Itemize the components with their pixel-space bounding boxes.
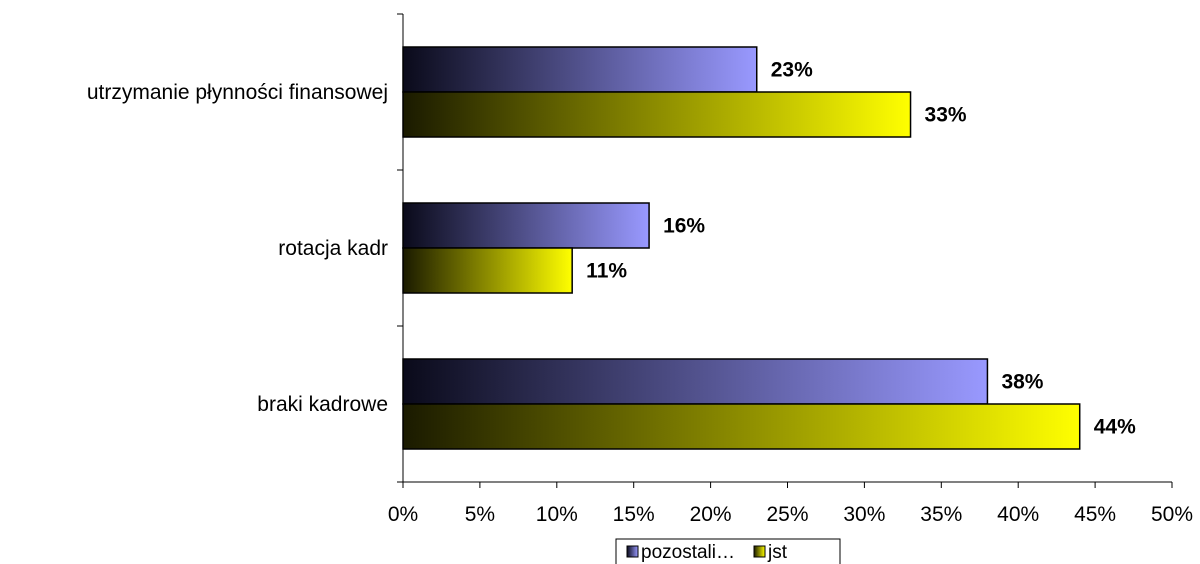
x-tick-label: 45% (1074, 503, 1116, 526)
labels-layer: 23% 33% utrzymanie płynności finansowej 16%… (87, 59, 1193, 527)
bar-pozostali-0 (402, 46, 758, 93)
bar-jst-2 (402, 403, 1081, 450)
legend-swatch-jst (753, 545, 766, 558)
x-tick-label: 5% (465, 503, 495, 526)
x-tick-label: 10% (536, 503, 578, 526)
axes-layer (397, 13, 1173, 488)
category-label: rotacja kadr (278, 237, 388, 260)
legend-label-pozostali: pozostali… (641, 542, 735, 563)
data-label: 44% (1094, 416, 1136, 439)
x-tick-label: 15% (613, 503, 655, 526)
legend-label-jst: jst (767, 542, 788, 563)
bar-pozostali-1 (402, 202, 650, 249)
bar-jst-0 (402, 91, 912, 138)
bar-pozostali-2 (402, 358, 989, 405)
x-tick-label: 30% (843, 503, 885, 526)
x-tick-label: 35% (920, 503, 962, 526)
data-label: 16% (663, 215, 705, 238)
bar-jst-1 (402, 247, 573, 294)
data-label: 11% (586, 260, 627, 283)
x-tick-label: 25% (766, 503, 808, 526)
data-label: 23% (771, 59, 813, 82)
x-tick-label: 40% (997, 503, 1039, 526)
bars-layer (402, 46, 1081, 450)
legend-swatch-pozostali (626, 545, 639, 558)
x-tick-label: 20% (690, 503, 732, 526)
x-tick-label: 50% (1151, 503, 1193, 526)
data-label: 38% (1001, 371, 1043, 394)
legend: pozostali… jst (615, 538, 841, 564)
x-tick-label: 0% (388, 503, 418, 526)
category-label: braki kadrowe (257, 393, 388, 416)
data-label: 33% (925, 104, 967, 127)
category-label: utrzymanie płynności finansowej (87, 81, 388, 104)
legend-box (615, 538, 841, 564)
